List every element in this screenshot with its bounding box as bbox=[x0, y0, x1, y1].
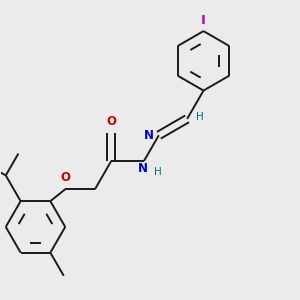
Text: I: I bbox=[201, 14, 206, 27]
Text: O: O bbox=[60, 171, 70, 184]
Text: N: N bbox=[143, 129, 154, 142]
Text: H: H bbox=[196, 112, 204, 122]
Text: N: N bbox=[137, 162, 148, 176]
Text: H: H bbox=[154, 167, 162, 178]
Text: O: O bbox=[106, 115, 116, 128]
